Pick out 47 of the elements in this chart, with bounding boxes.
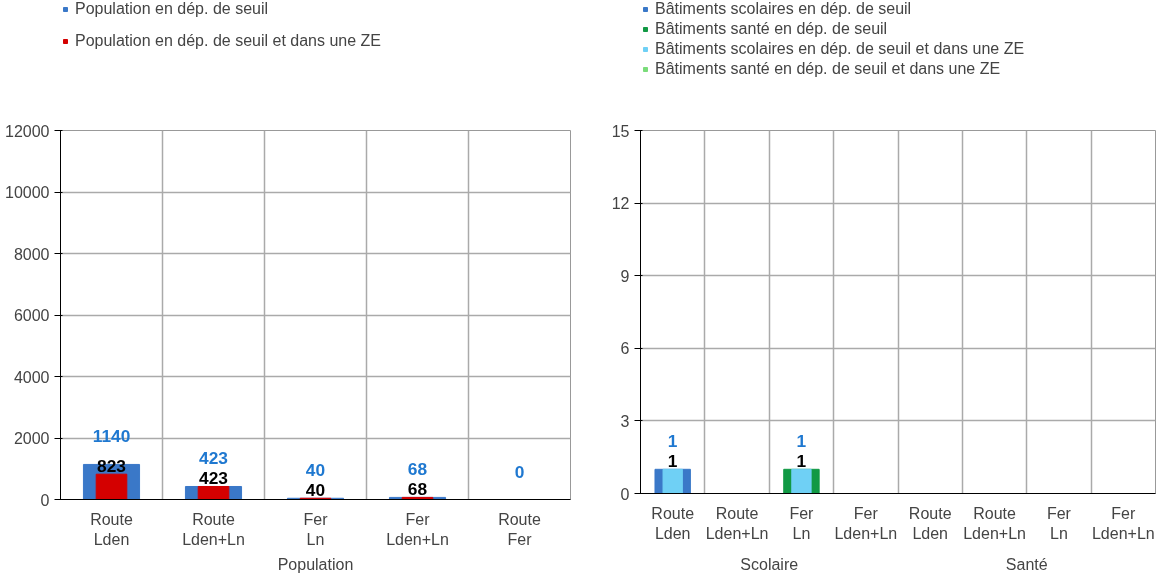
data-label: 1140 [92,426,131,447]
y-tick-label: 6 [620,340,630,358]
x-tick-label: Fer Ln [789,504,815,542]
y-tick-label: 0 [620,485,630,503]
x-tick-label: Fer Lden+Ln [386,510,449,548]
data-label: 423 [199,468,229,489]
legend-label: Population en dép. de seuil [75,0,269,18]
data-label: 68 [407,479,428,500]
x-axis-title: Population [277,555,354,573]
x-tick-label: Route Lden [651,504,695,542]
data-label: 423 [199,448,229,469]
legend-label: Bâtiments santé en dép. de seuil [655,20,888,38]
y-tick-label: 0 [40,491,50,509]
y-tick-label: 4000 [13,368,50,386]
y-tick-label: 12000 [5,122,50,140]
data-label: 40 [305,460,326,481]
x-tick-label: Fer Ln [303,510,329,548]
y-tick-label: 8000 [13,245,50,263]
x-tick-label: Route Lden [908,504,952,542]
data-label: 1 [667,431,678,452]
y-tick-label: 10000 [5,184,50,201]
data-label: 40 [305,480,326,501]
x-tick-label: Route Lden+Ln [963,504,1026,542]
data-label: 1 [796,451,807,472]
x-tick-label: Fer Lden+Ln [1091,504,1155,542]
data-label: 1 [796,431,807,452]
y-tick-label: 3 [620,412,630,430]
legend-label: Bâtiments scolaires en dép. de seuil [655,0,912,18]
y-tick-label: 6000 [13,307,50,324]
legend-label: Bâtiments santé en dép. de seuil et dans une ZE [655,60,1001,78]
y-tick-label: 12 [611,195,630,213]
x-tick-label: Route Fer [498,510,541,548]
text: Santé [1005,555,1048,573]
y-tick-label: 9 [620,267,630,285]
data-label: 1 [667,451,678,472]
legend-label: Bâtiments scolaires en dép. de seuil et dans une ZE [655,40,1025,58]
legend-label: Population en dép. de seuil et dans une ZE [75,32,381,50]
x-tick-label: Route Lden+Ln [182,510,245,548]
data-label: 68 [407,459,428,480]
text: Scolaire [740,555,799,573]
y-tick-label: 2000 [13,430,50,447]
x-tick-label: Route Lden+Ln [705,504,769,542]
data-label: 0 [514,461,525,482]
x-tick-label: Route Lden [90,510,133,548]
y-tick-label: 15 [611,122,630,140]
x-tick-label: Fer Lden+Ln [834,504,898,542]
x-tick-label: Fer Ln [1046,504,1072,542]
